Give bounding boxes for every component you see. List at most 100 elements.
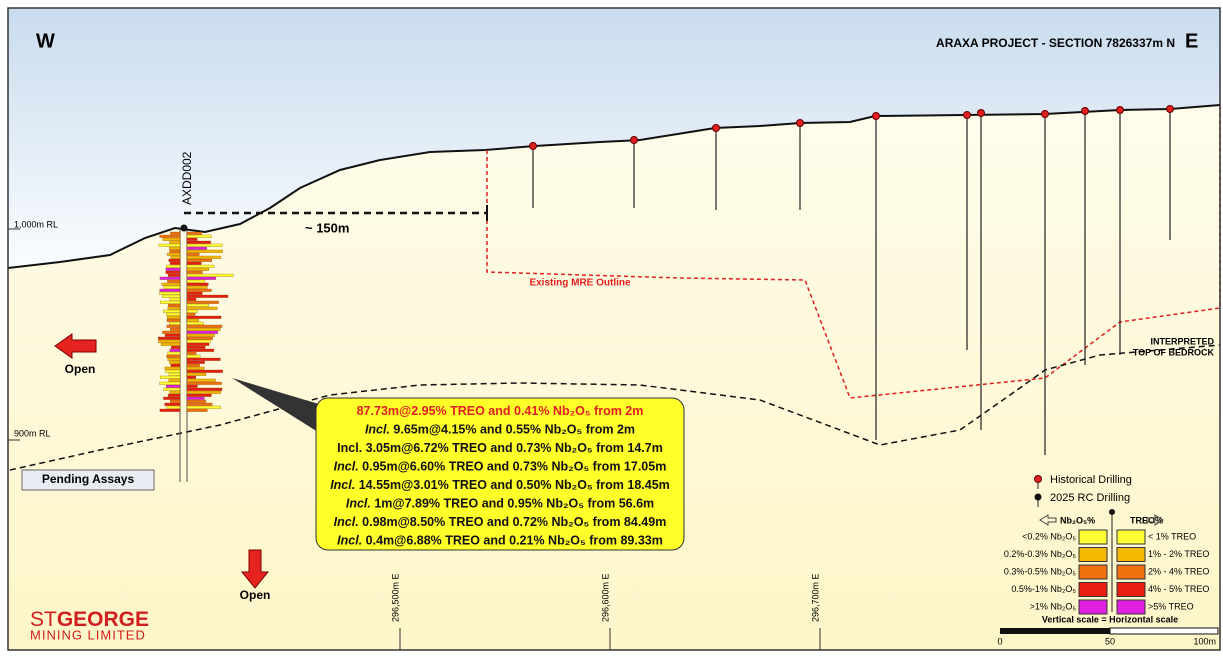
assay-bar — [187, 289, 211, 292]
assay-bar — [170, 328, 180, 331]
assay-bar — [167, 319, 180, 322]
intercept-text: 0.98m@8.50% TREO and 0.72% Nb₂O₅ from 84… — [359, 515, 667, 529]
assay-bar — [187, 355, 200, 358]
intercept-line: Incl. 0.95m@6.60% TREO and 0.73% Nb₂O₅ f… — [334, 460, 667, 474]
assay-bar — [187, 400, 206, 403]
assay-bar — [187, 382, 222, 385]
assay-bar — [187, 235, 212, 238]
intercept-lead: Incl. — [346, 497, 371, 511]
assay-bar — [187, 397, 204, 400]
historical-collar — [797, 120, 804, 127]
assay-bar — [187, 331, 218, 334]
swatch — [1117, 583, 1145, 597]
intercept-line: Incl. 3.05m@6.72% TREO and 0.73% Nb₂O₅ f… — [337, 441, 663, 455]
legend-row-label: 1% - 2% TREO — [1148, 549, 1209, 559]
assay-bar — [168, 304, 180, 307]
easting-label: 296,500m E — [390, 573, 400, 622]
legend-dot — [1109, 509, 1115, 515]
historical-collar — [631, 137, 638, 144]
assay-bar — [187, 328, 220, 331]
legend-row-label: <0.2% Nb₂O₅ — [1022, 531, 1076, 541]
bedrock-label: TOP OF BEDROCK — [1133, 347, 1215, 357]
swatch — [1079, 600, 1107, 614]
assay-bar — [187, 379, 216, 382]
swatch — [1079, 530, 1107, 544]
assay-bar — [187, 325, 222, 328]
legend-row-label: 4% - 5% TREO — [1148, 584, 1209, 594]
assay-bar — [163, 331, 180, 334]
assay-bar — [187, 343, 209, 346]
assay-bar — [163, 310, 180, 313]
assay-bar — [166, 313, 180, 316]
assay-bar — [187, 373, 206, 376]
assay-bar — [160, 301, 180, 304]
west-label: W — [36, 30, 55, 52]
historical-collar — [1082, 108, 1089, 115]
assay-bar — [187, 352, 196, 355]
assay-bar — [158, 337, 180, 340]
easting-label: 296,600m E — [600, 573, 610, 622]
intercept-lead: Incl. — [334, 460, 359, 474]
legend-rc — [1035, 494, 1042, 501]
assay-bar — [187, 268, 209, 271]
assay-bar — [187, 238, 197, 241]
swatch — [1117, 548, 1145, 562]
assay-bar — [187, 244, 222, 247]
assay-bar — [187, 247, 207, 250]
scale-label: 0 — [997, 636, 1002, 646]
intercept-lead: Incl. — [330, 478, 355, 492]
assay-bar — [167, 316, 180, 319]
assay-bar — [171, 364, 180, 367]
scale-label: 100m — [1193, 636, 1216, 646]
assay-bar — [187, 283, 208, 286]
scale-bar — [1110, 628, 1218, 634]
intercept-text: 87.73m@2.95% TREO and 0.41% Nb₂O₅ from 2… — [357, 404, 644, 418]
legend-row-label: < 1% TREO — [1148, 531, 1196, 541]
assay-bar — [159, 244, 180, 247]
intercept-lead: Incl. — [337, 534, 362, 548]
assay-bar — [187, 403, 212, 406]
assay-bar — [187, 256, 221, 259]
assay-bar — [165, 367, 180, 370]
assay-bar — [187, 391, 221, 394]
intercept-text: 14.55m@3.01% TREO and 0.50% Nb₂O₅ from 1… — [355, 478, 670, 492]
rl-label: 1,000m RL — [14, 219, 58, 229]
assay-bar — [170, 349, 180, 352]
intercept-line: Incl. 0.4m@6.88% TREO and 0.21% Nb₂O₅ fr… — [337, 534, 663, 548]
assay-bar — [170, 250, 180, 253]
historical-collar — [1042, 111, 1049, 118]
assay-bar — [169, 373, 180, 376]
assay-bar — [187, 301, 219, 304]
assay-bar — [169, 379, 180, 382]
assay-bar — [187, 250, 223, 253]
assay-bar — [163, 238, 180, 241]
assay-bar — [163, 397, 180, 400]
legend-historical — [1035, 476, 1042, 483]
swatch — [1079, 565, 1107, 579]
legend-row-label: >1% Nb₂O₅ — [1030, 601, 1077, 611]
assay-bar — [168, 394, 180, 397]
assay-bar — [169, 259, 180, 262]
swatch — [1079, 583, 1107, 597]
intercept-text: 1m@7.89% TREO and 0.95% Nb₂O₅ from 56.6m — [371, 497, 654, 511]
assay-bar — [187, 292, 202, 295]
intercept-text: 9.65m@4.15% and 0.55% Nb₂O₅ from 2m — [390, 423, 635, 437]
assay-bar — [187, 271, 202, 274]
assay-bar — [165, 403, 180, 406]
assay-bar — [187, 274, 233, 277]
assay-bar — [170, 391, 180, 394]
intercept-line: 87.73m@2.95% TREO and 0.41% Nb₂O₅ from 2… — [357, 404, 644, 418]
rl-label: 900m RL — [14, 428, 51, 438]
assay-bar — [166, 370, 180, 373]
intercept-text: Incl. 3.05m@6.72% TREO and 0.73% Nb₂O₅ f… — [337, 441, 663, 455]
assay-bar — [159, 292, 180, 295]
historical-collar — [530, 143, 537, 150]
historical-collar — [873, 113, 880, 120]
assay-bar — [170, 298, 180, 301]
legend-row-label: >5% TREO — [1148, 601, 1194, 611]
intercept-text: 0.95m@6.60% TREO and 0.73% Nb₂O₅ from 17… — [359, 460, 667, 474]
assay-bar — [168, 307, 180, 310]
intercept-line: Incl. 9.65m@4.15% and 0.55% Nb₂O₅ from 2… — [365, 423, 635, 437]
assay-bar — [169, 322, 180, 325]
swatch — [1117, 565, 1145, 579]
